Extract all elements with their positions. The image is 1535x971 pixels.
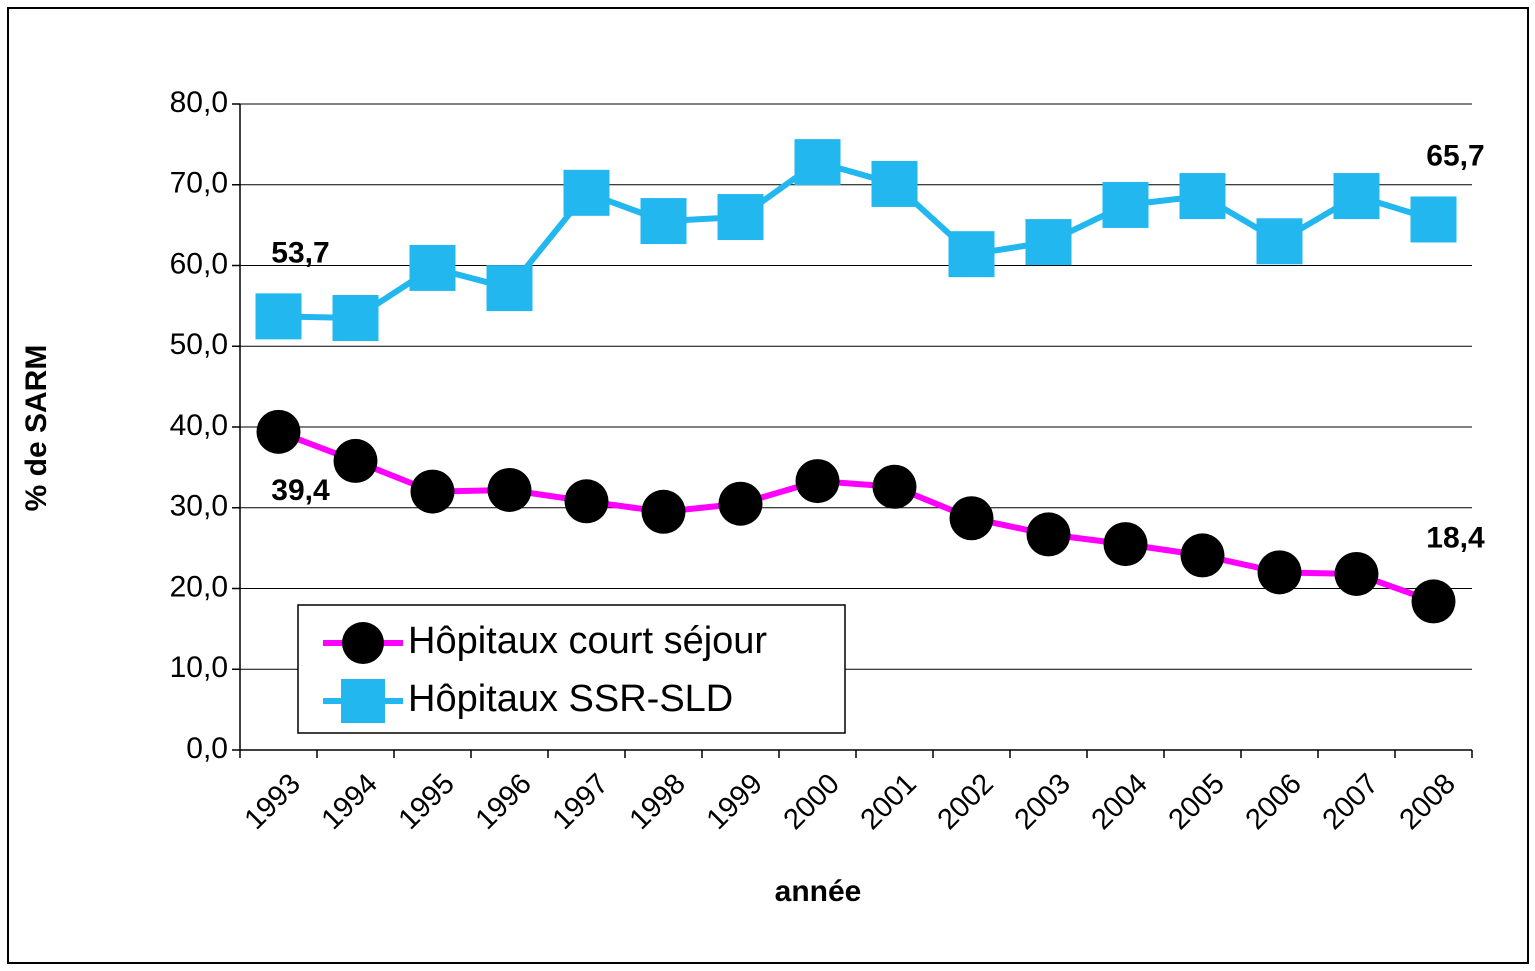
legend-box: [297, 604, 846, 734]
data-point: [410, 469, 455, 514]
data-point: [717, 194, 764, 241]
y-tick-label: 20,0: [170, 570, 228, 603]
y-tick-label: 0,0: [186, 732, 228, 765]
y-tick-label: 10,0: [170, 651, 228, 684]
data-point: [333, 438, 378, 483]
data-point: [1333, 173, 1380, 220]
data-label: 39,4: [271, 474, 330, 507]
data-label: 65,7: [1426, 139, 1484, 172]
data-point: [1103, 522, 1148, 567]
data-label: 18,4: [1426, 521, 1485, 554]
series-line: [278, 159, 1435, 321]
data-point: [871, 160, 918, 207]
y-tick-label: 70,0: [170, 167, 228, 200]
series-line: [277, 429, 1435, 605]
y-tick-label: 50,0: [170, 328, 228, 361]
y-tick-label: 30,0: [170, 490, 228, 523]
data-point: [563, 169, 610, 216]
data-point: [409, 244, 456, 291]
data-point: [487, 467, 532, 512]
data-point: [1256, 218, 1303, 265]
chart-frame: [7, 7, 1529, 964]
y-axis-title: % de SARM: [20, 345, 53, 512]
data-point: [872, 464, 917, 509]
data-point: [1411, 579, 1456, 624]
data-point: [949, 496, 994, 541]
data-point: [1410, 196, 1457, 243]
data-point: [255, 293, 302, 340]
legend-marker: [342, 622, 384, 664]
legend-label: Hôpitaux SSR-SLD: [408, 678, 733, 720]
data-point: [1180, 533, 1225, 578]
data-point: [641, 489, 686, 534]
data-point: [948, 231, 995, 278]
data-point: [1026, 512, 1071, 557]
y-tick-label: 40,0: [170, 409, 228, 442]
data-point: [1179, 173, 1226, 220]
data-point: [795, 459, 840, 504]
data-point: [256, 409, 301, 454]
data-point: [718, 481, 763, 526]
legend-label: Hôpitaux court séjour: [408, 620, 767, 662]
data-label: 53,7: [271, 236, 329, 269]
x-axis-title: année: [775, 875, 862, 908]
data-point: [1257, 550, 1302, 595]
data-point: [1102, 181, 1149, 228]
y-tick-label: 80,0: [170, 86, 228, 119]
legend-marker: [341, 679, 385, 723]
y-tick-label: 60,0: [170, 247, 228, 280]
data-point: [1334, 551, 1379, 596]
data-point: [332, 294, 379, 341]
data-point: [1025, 219, 1072, 266]
data-point: [564, 479, 609, 524]
data-point: [486, 265, 533, 312]
data-point: [640, 198, 687, 245]
data-point: [794, 139, 841, 186]
